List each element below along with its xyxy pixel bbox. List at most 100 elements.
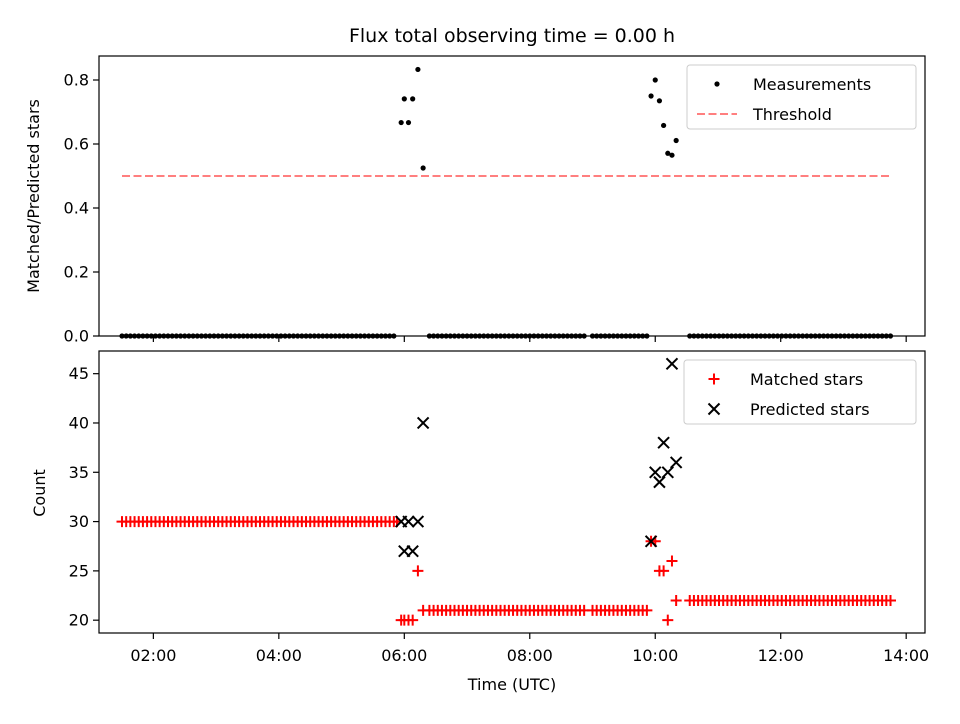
data-point [548, 333, 554, 339]
data-point [232, 333, 238, 339]
data-point [460, 333, 466, 339]
data-point [472, 333, 479, 339]
data-point [631, 333, 637, 339]
y-tick-label: 0.0 [64, 327, 89, 346]
data-point [136, 333, 142, 339]
y-tick-label: 40 [69, 413, 89, 432]
data-point [741, 333, 747, 339]
data-point [353, 333, 359, 339]
data-point [527, 333, 533, 339]
data-point [253, 333, 259, 339]
data-point [573, 333, 579, 339]
data-point [439, 333, 445, 339]
data-point [644, 333, 650, 339]
top-y-axis-label: Matched/Predicted stars [24, 99, 43, 293]
data-point [883, 333, 889, 339]
data-point [602, 333, 608, 339]
data-point [887, 333, 894, 339]
data-point [123, 333, 129, 339]
data-point [236, 333, 242, 339]
data-point [641, 604, 653, 616]
data-point [410, 96, 416, 102]
y-tick-label: 20 [69, 611, 89, 630]
data-point [661, 122, 667, 129]
data-point [430, 333, 437, 339]
data-point [417, 604, 429, 616]
data-point [361, 333, 368, 339]
data-point [673, 137, 679, 144]
data-point [374, 333, 380, 339]
data-point [535, 333, 541, 339]
data-point [804, 333, 810, 339]
data-point [754, 333, 760, 339]
data-point [506, 333, 512, 339]
data-point [552, 333, 558, 339]
data-point [510, 333, 516, 339]
data-point [657, 436, 670, 449]
data-point [177, 333, 184, 339]
data-point [401, 96, 407, 102]
data-point [468, 333, 474, 339]
legend: Measurements Threshold [686, 64, 917, 130]
data-point [402, 515, 415, 528]
data-point [560, 333, 566, 339]
x-tick-label: 14:00 [883, 646, 929, 665]
data-point [531, 333, 537, 339]
data-point [749, 333, 756, 339]
data-point [497, 333, 504, 339]
data-point [378, 333, 384, 339]
data-point [366, 333, 372, 339]
data-point [451, 333, 458, 339]
plot-area [119, 66, 894, 339]
legend-marker [707, 402, 721, 416]
data-point [485, 333, 491, 339]
data-point [278, 333, 284, 339]
data-point [737, 333, 743, 339]
series-measurements [119, 66, 894, 339]
data-point [825, 333, 831, 339]
data-point [884, 594, 896, 606]
data-point [787, 333, 793, 339]
data-point [341, 333, 347, 339]
data-point [661, 466, 674, 479]
axes-frame [98, 350, 926, 634]
data-point [615, 333, 621, 339]
data-point [311, 333, 317, 339]
data-point [398, 119, 404, 126]
y-tick-label: 45 [69, 364, 89, 383]
data-point [712, 333, 718, 339]
data-point [203, 333, 209, 339]
data-point [670, 594, 682, 606]
data-point [635, 333, 642, 339]
data-point [349, 333, 355, 339]
data-point [649, 466, 662, 479]
data-point [481, 333, 487, 339]
data-point [703, 333, 710, 339]
data-point [249, 333, 255, 339]
data-point [257, 333, 263, 339]
data-point [866, 333, 873, 339]
data-point [829, 333, 835, 339]
data-point [493, 333, 499, 339]
data-point [282, 333, 288, 339]
data-point [406, 544, 419, 558]
data-point [598, 333, 604, 339]
data-point [303, 333, 309, 339]
data-point [841, 333, 848, 339]
data-point [783, 333, 789, 339]
data-point [627, 333, 633, 339]
data-point [669, 152, 675, 158]
data-point [165, 333, 171, 339]
y-tick-label: 0.8 [64, 71, 89, 90]
data-point [619, 333, 625, 339]
data-point [640, 333, 646, 339]
y-tick-label: 0.6 [64, 135, 89, 154]
data-point [223, 333, 230, 339]
data-point [194, 333, 200, 339]
data-point [816, 333, 822, 339]
data-point [758, 333, 764, 339]
data-point [157, 333, 163, 339]
legend-label: Predicted stars [750, 400, 870, 419]
data-point [879, 333, 885, 339]
